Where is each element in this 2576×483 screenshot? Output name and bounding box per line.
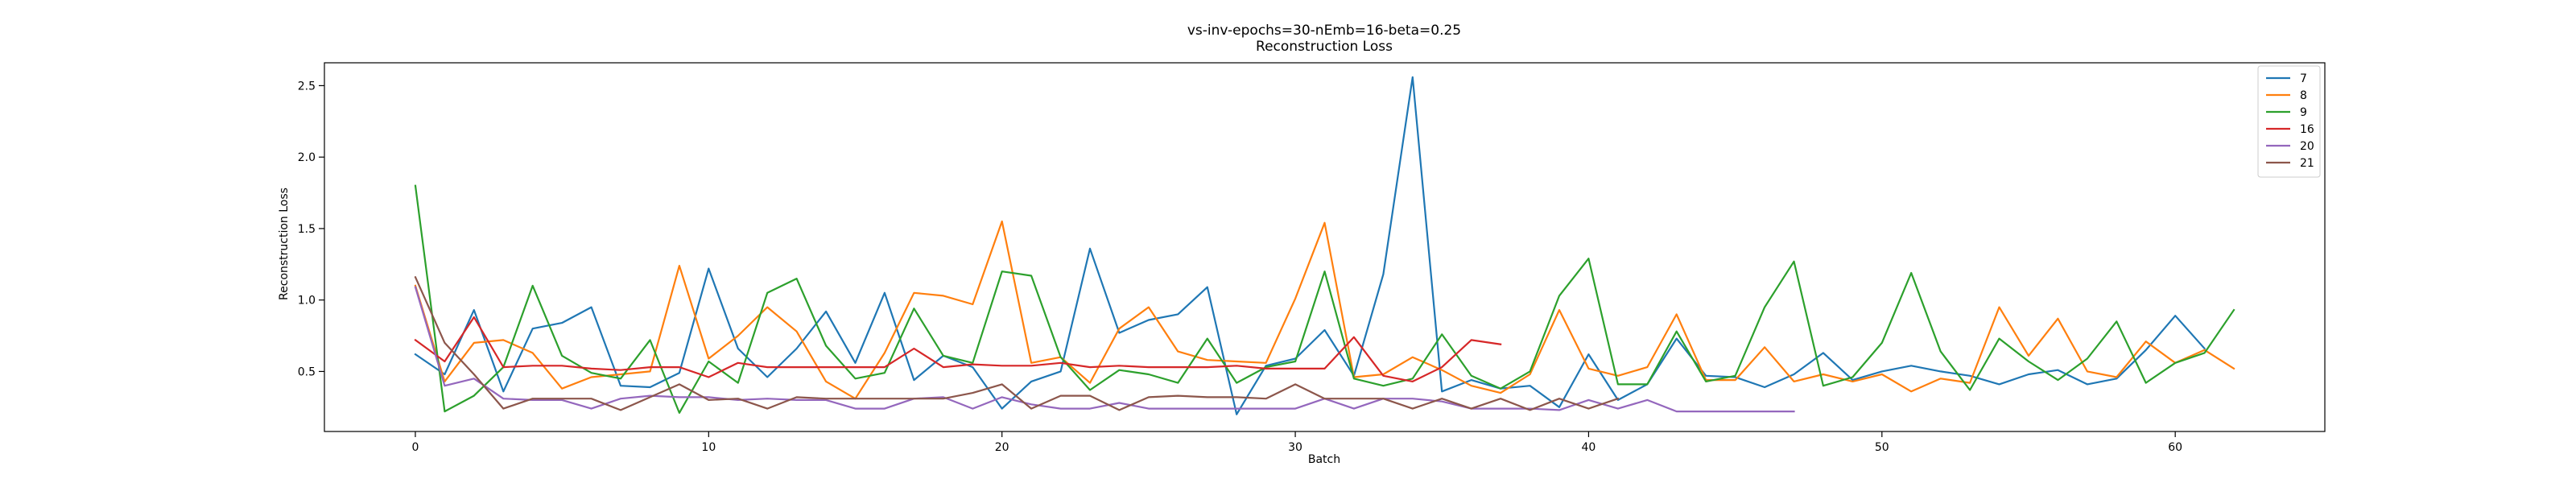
y-tick-label: 2.5 <box>298 80 316 93</box>
x-tick-label: 10 <box>701 441 716 454</box>
series-line-8 <box>414 220 2235 400</box>
legend-label-9: 9 <box>2300 106 2307 119</box>
y-axis-label: Reconstruction Loss <box>278 188 291 300</box>
legend-label-20: 20 <box>2300 140 2314 153</box>
x-axis-ticks: 0 10 20 30 40 50 60 <box>411 431 2182 454</box>
chart-title: vs-inv-epochs=30-nEmb=16-beta=0.25 <box>1187 23 1461 39</box>
plot-frame <box>324 62 2326 432</box>
x-tick-label: 40 <box>1582 441 1596 454</box>
series-line-16 <box>414 316 1502 382</box>
y-tick-label: 0.5 <box>298 365 316 378</box>
x-tick-label: 0 <box>411 441 419 454</box>
y-tick-label: 1.0 <box>298 295 316 308</box>
legend-label-21: 21 <box>2300 157 2314 170</box>
x-tick-label: 60 <box>2168 441 2182 454</box>
legend-box <box>2257 65 2321 178</box>
series-line-9 <box>414 184 2235 415</box>
series-line-7 <box>414 76 2207 415</box>
series-lines <box>414 76 2235 415</box>
legend-label-7: 7 <box>2300 72 2307 85</box>
x-tick-label: 20 <box>995 441 1009 454</box>
y-tick-label: 2.0 <box>298 151 316 164</box>
y-tick-label: 1.5 <box>298 223 316 236</box>
x-axis-label: Batch <box>1308 453 1340 466</box>
legend: 7 8 9 16 20 21 <box>2257 65 2321 178</box>
legend-label-8: 8 <box>2300 89 2307 102</box>
x-tick-label: 50 <box>1875 441 1889 454</box>
y-axis-ticks: 0.5 1.0 1.5 2.0 2.5 <box>298 80 324 378</box>
legend-label-16: 16 <box>2300 123 2314 136</box>
series-line-20 <box>414 286 1795 413</box>
x-tick-label: 30 <box>1288 441 1302 454</box>
chart-subtitle: Reconstruction Loss <box>1256 39 1393 55</box>
series-line-21 <box>414 275 1620 411</box>
